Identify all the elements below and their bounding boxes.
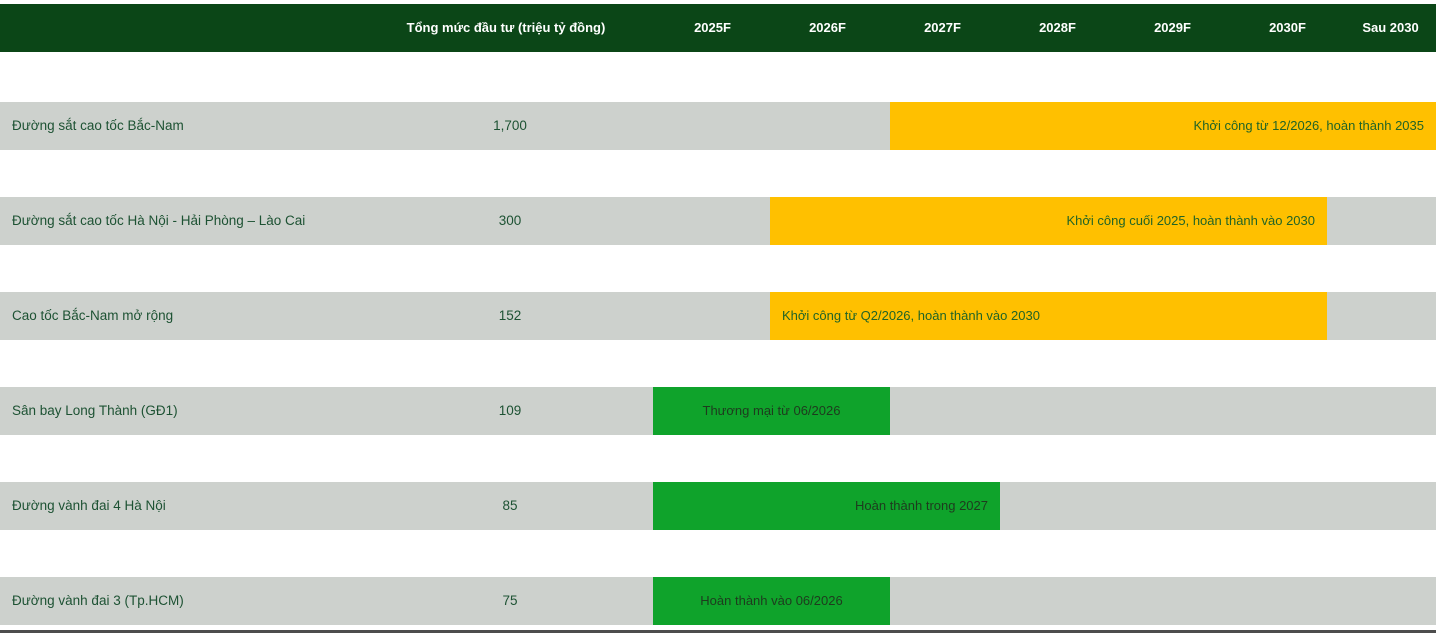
table-bottom-border bbox=[0, 630, 1436, 633]
project-label: Đường vành đai 4 Hà Nội bbox=[12, 498, 166, 513]
timeline-bar: Khởi công cuối 2025, hoàn thành vào 2030 bbox=[770, 197, 1327, 245]
investment-value: 75 bbox=[502, 593, 518, 608]
project-row: Đường vành đai 4 Hà Nội 85 Hoàn thành tr… bbox=[0, 482, 1436, 530]
investment-value: 300 bbox=[498, 213, 522, 228]
project-label: Đường sắt cao tốc Hà Nội - Hải Phòng – L… bbox=[12, 213, 306, 228]
timeline-bar: Thương mại từ 06/2026 bbox=[653, 387, 890, 435]
timeline-bar-label: Khởi công cuối 2025, hoàn thành vào 2030 bbox=[1066, 213, 1316, 228]
timeline-bar-label: Khởi công từ Q2/2026, hoàn thành vào 203… bbox=[782, 308, 1040, 323]
investment-value: 85 bbox=[502, 498, 518, 513]
timeline-bar: Hoàn thành vào 06/2026 bbox=[653, 577, 890, 625]
timeline-bar-label: Thương mại từ 06/2026 bbox=[702, 403, 841, 418]
project-row: Đường sắt cao tốc Bắc-Nam 1,700 Khởi côn… bbox=[0, 102, 1436, 150]
timeline-bar: Khởi công từ Q2/2026, hoàn thành vào 203… bbox=[770, 292, 1327, 340]
header-year-2029f: 2029F bbox=[1154, 20, 1191, 35]
table-header: Tổng mức đầu tư (triệu tỷ đồng) 2025F 202… bbox=[0, 4, 1436, 52]
timeline-bar: Khởi công từ 12/2026, hoàn thành 2035 bbox=[890, 102, 1436, 150]
project-row: Cao tốc Bắc-Nam mở rộng 152 Khởi công từ… bbox=[0, 292, 1436, 340]
header-year-sau-2030: Sau 2030 bbox=[1362, 20, 1419, 35]
investment-value: 1,700 bbox=[493, 118, 527, 133]
project-row: Đường sắt cao tốc Hà Nội - Hải Phòng – L… bbox=[0, 197, 1436, 245]
header-year-2025f: 2025F bbox=[694, 20, 731, 35]
project-label: Đường vành đai 3 (Tp.HCM) bbox=[12, 593, 184, 608]
project-label: Cao tốc Bắc-Nam mở rộng bbox=[12, 308, 174, 323]
investment-value: 109 bbox=[498, 403, 522, 418]
investment-value: 152 bbox=[498, 308, 522, 323]
header-year-2028f: 2028F bbox=[1039, 20, 1076, 35]
project-row: Sân bay Long Thành (GĐ1) 109 Thương mại … bbox=[0, 387, 1436, 435]
header-year-2027f: 2027F bbox=[924, 20, 961, 35]
header-investment-label: Tổng mức đầu tư (triệu tỷ đồng) bbox=[406, 20, 606, 35]
header-year-2030f: 2030F bbox=[1269, 20, 1306, 35]
project-row: Đường vành đai 3 (Tp.HCM) 75 Hoàn thành … bbox=[0, 577, 1436, 625]
timeline-bar-label: Hoàn thành trong 2027 bbox=[855, 498, 988, 513]
project-label: Sân bay Long Thành (GĐ1) bbox=[12, 403, 178, 418]
timeline-bar-label: Khởi công từ 12/2026, hoàn thành 2035 bbox=[1193, 118, 1424, 133]
timeline-bar-label: Hoàn thành vào 06/2026 bbox=[700, 593, 843, 608]
header-year-2026f: 2026F bbox=[809, 20, 846, 35]
project-label: Đường sắt cao tốc Bắc-Nam bbox=[12, 118, 184, 133]
timeline-bar: Hoàn thành trong 2027 bbox=[653, 482, 1000, 530]
